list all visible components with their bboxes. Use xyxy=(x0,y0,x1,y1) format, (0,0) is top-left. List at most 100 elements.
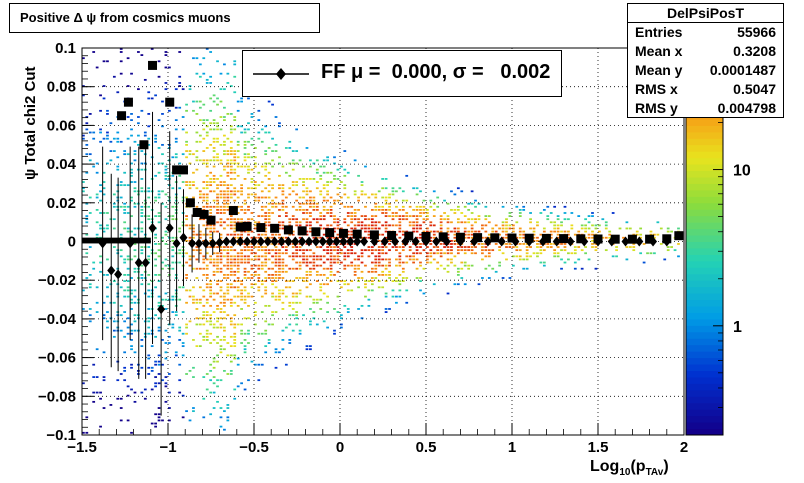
heatmap-cell xyxy=(591,239,594,242)
heatmap-cell xyxy=(346,224,350,227)
heatmap-cell xyxy=(463,215,467,217)
heatmap-cell xyxy=(143,134,147,137)
heatmap-cell xyxy=(102,60,106,63)
heatmap-cell xyxy=(309,320,312,323)
heatmap-cell xyxy=(243,159,247,162)
heatmap-cell xyxy=(236,385,240,388)
heatmap-cell xyxy=(130,134,133,137)
heatmap-cell xyxy=(353,159,357,162)
sigma-point xyxy=(507,233,517,243)
heatmap-cell xyxy=(305,224,309,227)
heatmap-cell xyxy=(254,246,257,248)
heatmap-cell xyxy=(250,116,254,118)
heatmap-cell xyxy=(305,345,309,348)
heatmap-cell xyxy=(219,345,223,348)
heatmap-cell xyxy=(164,66,168,69)
heatmap-cell xyxy=(326,224,329,227)
heatmap-cell xyxy=(470,246,474,248)
heatmap-cell xyxy=(446,221,450,224)
heatmap-cell xyxy=(549,221,553,224)
heatmap-cell xyxy=(391,289,395,292)
heatmap-cell xyxy=(250,193,254,196)
heatmap-cell xyxy=(336,233,340,236)
axes: −1.5 −1 −0.5 0 0.5 1 1.5 2−0.1−0.08−0.06−0.04−0… xyxy=(38,40,688,456)
heatmap-cell xyxy=(518,243,522,245)
heatmap-cell xyxy=(112,329,116,332)
heatmap-cell xyxy=(209,190,213,193)
heatmap-cell xyxy=(439,252,443,255)
heatmap-cell xyxy=(147,357,151,360)
heatmap-cell xyxy=(309,215,312,217)
heatmap-cell xyxy=(219,143,223,146)
heatmap-cell xyxy=(205,184,209,187)
heatmap-cell xyxy=(415,258,419,261)
heatmap-cell xyxy=(536,224,539,227)
heatmap-cell xyxy=(219,72,223,75)
heatmap-cell xyxy=(216,400,219,403)
heatmap-cell xyxy=(123,274,127,276)
heatmap-cell xyxy=(106,286,109,289)
heatmap-cell xyxy=(295,218,299,221)
heatmap-cell xyxy=(154,137,157,140)
heatmap-cell xyxy=(85,128,89,131)
heatmap-cell xyxy=(133,255,137,258)
heatmap-cell xyxy=(467,249,471,252)
heatmap-cell xyxy=(298,159,302,162)
heatmap-cell xyxy=(274,351,278,354)
heatmap-cell xyxy=(102,376,106,378)
heatmap-cell xyxy=(370,224,374,227)
sigma-point xyxy=(490,233,500,243)
heatmap-cell xyxy=(157,304,161,307)
heatmap-cell xyxy=(343,150,347,152)
heatmap-cell xyxy=(219,88,223,91)
heatmap-cell xyxy=(88,196,92,199)
heatmap-cell xyxy=(278,255,281,258)
heatmap-cell xyxy=(518,208,522,211)
heatmap-cell xyxy=(233,221,237,224)
heatmap-cell xyxy=(154,215,157,217)
heatmap-cell xyxy=(505,236,508,239)
heatmap-cell xyxy=(229,153,233,156)
heatmap-cell xyxy=(133,202,137,205)
heatmap-cell xyxy=(216,261,219,264)
heatmap-cell xyxy=(164,264,168,267)
heatmap-cell xyxy=(229,215,233,217)
heatmap-cell xyxy=(223,255,226,258)
heatmap-cell xyxy=(257,109,261,112)
heatmap-cell xyxy=(205,181,209,183)
heatmap-cell xyxy=(374,215,378,217)
heatmap-cell xyxy=(126,419,130,422)
heatmap-cell xyxy=(257,246,261,248)
heatmap-cell xyxy=(260,261,264,264)
heatmap-cell xyxy=(563,205,567,208)
heatmap-cell xyxy=(192,171,195,174)
heatmap-cell xyxy=(329,224,333,227)
heatmap-cell xyxy=(257,233,261,236)
heatmap-cell xyxy=(274,261,278,264)
heatmap-cell xyxy=(377,255,381,258)
heatmap-cell xyxy=(384,264,388,267)
heatmap-cell xyxy=(250,156,254,159)
heatmap-cell xyxy=(106,134,109,137)
palette-swatch xyxy=(686,351,723,359)
mean-point xyxy=(339,236,348,247)
heatmap-cell xyxy=(171,187,175,190)
heatmap-cell xyxy=(140,168,144,171)
heatmap-cell xyxy=(119,249,123,252)
heatmap-cell xyxy=(99,391,102,394)
heatmap-cell xyxy=(264,351,268,354)
heatmap-cell xyxy=(95,196,99,199)
heatmap-cell xyxy=(264,131,268,134)
heatmap-cell xyxy=(216,258,219,261)
heatmap-cell xyxy=(281,193,285,196)
heatmap-cell xyxy=(329,258,333,261)
heatmap-cell xyxy=(116,165,120,168)
heatmap-cell xyxy=(174,351,178,354)
heatmap-cell xyxy=(257,264,261,267)
heatmap-cell xyxy=(518,227,522,230)
heatmap-cell xyxy=(229,249,233,252)
heatmap-cell xyxy=(247,258,250,261)
heatmap-cell xyxy=(133,400,137,403)
heatmap-cell xyxy=(195,100,199,103)
heatmap-cell xyxy=(315,159,319,162)
